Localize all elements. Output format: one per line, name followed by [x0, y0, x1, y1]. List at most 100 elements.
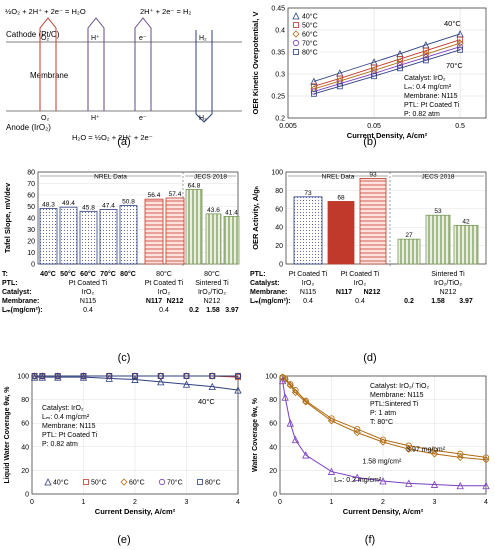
- x-tick-label: 1: [82, 499, 86, 506]
- y-tick-label: 0.3: [275, 72, 285, 79]
- row-value-membrane: N212: [364, 289, 381, 296]
- y-axis-label: Liquid Water Coverage θw, %: [4, 386, 11, 484]
- bar: [165, 197, 185, 265]
- data-point: [456, 39, 464, 47]
- row-value-catalyst: IrO₂/TiO₂: [434, 280, 462, 287]
- data-point: [39, 373, 46, 379]
- row-value-loading: 0.4: [83, 307, 93, 314]
- data-point: [336, 83, 343, 90]
- series-label: 3.97 mg/cm²: [406, 447, 446, 454]
- x-tick-label: 0.5: [455, 123, 465, 130]
- group-label-jecs: JECS 2018: [422, 174, 455, 181]
- data-point: [397, 65, 403, 72]
- annotation-conditions: Catalyst: IrO₂: [42, 405, 84, 412]
- data-point: [482, 456, 490, 464]
- row-label-ptl: PTL:: [250, 271, 266, 278]
- data-point: [371, 73, 377, 80]
- data-point: [431, 447, 438, 454]
- y-tick-label: 40: [269, 444, 277, 451]
- series-line: [313, 46, 461, 93]
- annotation-40c: 40°C: [198, 397, 215, 406]
- legend-marker: [293, 22, 299, 28]
- bar-value-label: 43.6: [207, 207, 220, 214]
- row-value-loading: 3.97: [459, 298, 473, 305]
- row-value-membrane: N212: [440, 289, 457, 296]
- legend-marker: [293, 49, 299, 55]
- row-value-loading: 0.4: [355, 298, 365, 305]
- x-axis-label: Current Density, A/cm²: [347, 131, 428, 140]
- y-tick-label: 30: [27, 227, 35, 234]
- row-value-membrane: N117: [336, 289, 352, 296]
- data-point: [310, 77, 318, 85]
- x-axis-label: Current Density, A/cm²: [95, 507, 176, 516]
- bar-value-label: 93: [369, 171, 377, 178]
- legend-label: 80°C: [302, 49, 318, 57]
- eq-top-left: ½O₂ + 2H⁺ + 2e⁻ = H₂O: [5, 7, 86, 16]
- x-tick-label: 2: [381, 499, 385, 506]
- bar: [79, 210, 98, 265]
- bar-value-label: 41.4: [225, 209, 238, 216]
- bar: [397, 238, 421, 265]
- series-label: 1.58 mg/cm²: [362, 458, 402, 465]
- data-point: [132, 373, 138, 379]
- anode-label: Anode (IrO₂): [6, 123, 51, 132]
- hplus-bottom: H⁺: [91, 115, 100, 122]
- bar: [185, 189, 203, 265]
- annotation-conditions: PTL: Pt Coated Ti: [42, 432, 98, 439]
- row-label-catalyst: Catalyst:: [2, 289, 32, 296]
- hplus-top: H⁺: [91, 35, 100, 42]
- y-tick-label: 40: [275, 225, 283, 232]
- x-axis-label: Current Density, A/cm²: [343, 507, 424, 516]
- data-point: [353, 429, 361, 437]
- chart-b-overpotential: 0.2 0.25 0.3 0.35 0.4 0.45 0.005 0.05 0.5 Current…: [251, 6, 487, 140]
- row-label-t: T:: [2, 271, 8, 278]
- legend-marker: [158, 478, 166, 486]
- row-value-t: 80°C: [156, 270, 172, 278]
- data-point: [379, 477, 387, 485]
- x-tick-label: 3: [185, 499, 189, 506]
- legend-label: 50°C: [91, 479, 107, 487]
- data-point: [80, 373, 87, 379]
- bar-value-label: 27: [405, 232, 413, 239]
- bar: [119, 205, 138, 265]
- series-label: Lₘ: 0.2 mg/cm²: [334, 477, 382, 484]
- panel-label-c: (c): [117, 352, 131, 364]
- legend-marker: [292, 30, 300, 38]
- x-tick-label: 0.05: [367, 123, 381, 130]
- bar: [99, 209, 118, 265]
- row-label-ptl: PTL:: [2, 280, 18, 287]
- chart-f-water-coverage: 0 20 40 60 80 100 0 1 2 3 4 Current Density, A/cm² W…: [252, 374, 490, 516]
- row-value-t: 50°C: [60, 270, 76, 278]
- data-point: [353, 473, 361, 481]
- data-point: [405, 445, 413, 453]
- legend-marker: [83, 479, 89, 485]
- data-point: [457, 46, 463, 53]
- bar: [327, 201, 355, 265]
- series-line: [282, 380, 486, 487]
- cell-diagram: ½O₂ + 2H⁺ + 2e⁻ = H₂O 2H⁺ + 2e⁻ = H₂ Catho…: [5, 7, 242, 142]
- row-value-ptl: Sintered Ti: [195, 280, 229, 287]
- annotation-conditions: T: 80°C: [370, 418, 393, 426]
- chart-e-water-coverage: 0 20 40 60 80 100 0 1 2 3 4 Current Density, A/cm² L…: [4, 372, 242, 516]
- hplus-arrow: [87, 17, 105, 111]
- y-tick-label: 100: [265, 374, 277, 381]
- y-tick-label: 20: [275, 243, 283, 250]
- data-point: [456, 43, 464, 50]
- data-point: [287, 381, 294, 388]
- data-point: [422, 47, 429, 54]
- annotation-conditions: Membrane: N115: [42, 423, 96, 430]
- y-tick-label: 0: [31, 262, 35, 269]
- bar-value-label: 48.3: [42, 201, 55, 208]
- y-tick-label: 20: [21, 468, 29, 475]
- row-value-catalyst: IrO₂: [82, 289, 95, 296]
- x-tick-label: 0: [30, 499, 34, 506]
- data-point: [286, 419, 294, 427]
- y-tick-label: 20: [269, 468, 277, 475]
- data-point: [291, 435, 300, 444]
- row-value-ptl: Pt Coated Ti: [69, 280, 108, 287]
- y-tick-label: 80: [27, 170, 35, 177]
- panel-label-b: (b): [363, 136, 377, 148]
- legend-marker: [120, 478, 128, 486]
- bar: [223, 215, 240, 265]
- legend-label: 70°C: [167, 479, 183, 487]
